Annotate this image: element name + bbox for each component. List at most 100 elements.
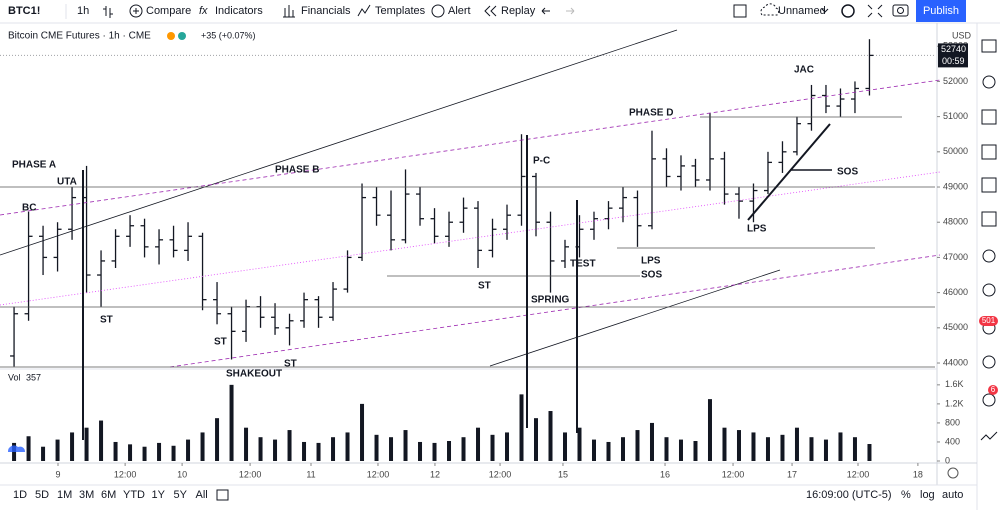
range-button[interactable]: 6M (101, 489, 116, 501)
volume-bar (229, 384, 234, 461)
compare-plus (133, 8, 139, 14)
range-button[interactable]: All (196, 489, 208, 501)
volume-bar (128, 444, 133, 461)
range-button[interactable]: 1D (13, 489, 27, 501)
watchlist-icon[interactable] (981, 39, 997, 53)
undo[interactable] (541, 7, 550, 15)
scale-option[interactable]: % (901, 489, 911, 501)
scale-options: % log auto (901, 489, 963, 501)
alerts-icon[interactable] (982, 75, 996, 89)
x-tick-label: 9 (55, 469, 60, 479)
streams-icon[interactable] (982, 249, 996, 263)
range-button[interactable]: 1M (57, 489, 72, 501)
x-tick-label: 12:00 (114, 469, 137, 479)
y-tick-label: 49000 (943, 181, 968, 191)
bar-style-icon[interactable] (103, 6, 113, 18)
volume-bar (693, 441, 698, 461)
financials-button[interactable]: Financials (301, 5, 351, 17)
ideas-icon[interactable] (981, 211, 997, 227)
publish-button[interactable] (916, 0, 966, 22)
news-icon[interactable] (981, 144, 997, 160)
compare-icon[interactable] (129, 4, 143, 18)
volume-bar (403, 430, 408, 461)
x-tick-label: 16 (660, 469, 670, 479)
lps-line (747, 123, 831, 221)
replay-icon (484, 5, 497, 17)
redo[interactable] (566, 7, 575, 15)
data-window-icon[interactable] (981, 109, 997, 125)
wyckoff-label: BC (22, 203, 36, 214)
fullscreen-icon[interactable] (867, 4, 883, 18)
last-price: 52740 (941, 44, 966, 54)
volume-tick-label: 1.6K (945, 379, 964, 389)
volume-bar (838, 432, 843, 461)
wyckoff-label: LPS (641, 256, 661, 267)
symbol[interactable]: BTC1! (8, 5, 40, 17)
volume-bar (171, 445, 176, 461)
cloud-icon (760, 3, 780, 16)
wyckoff-label: PHASE A (12, 160, 56, 171)
volume-bar (867, 444, 872, 461)
drawings (0, 29, 941, 440)
volume-bar (823, 439, 828, 461)
volume-bar (751, 432, 756, 461)
volume-bar (620, 437, 625, 461)
volume-bar (447, 441, 452, 461)
volume-bar (287, 430, 292, 461)
y-tick-label: 44000 (943, 357, 968, 367)
axis-settings[interactable] (947, 467, 959, 479)
volume-bar (722, 427, 727, 461)
scale-option[interactable]: log (920, 489, 935, 501)
badge-count: 501 (982, 316, 996, 325)
notifications-icon[interactable] (982, 393, 996, 407)
volume-last: 357 (26, 372, 41, 382)
volume-bar (649, 422, 654, 461)
checkbox[interactable] (733, 4, 747, 18)
range-button[interactable]: 5Y (174, 489, 188, 501)
range-button[interactable]: 5D (35, 489, 49, 501)
y-tick-label: 45000 (943, 322, 968, 332)
snapshot-icon[interactable] (892, 4, 909, 17)
volume-bar (84, 427, 89, 461)
dropdown[interactable] (821, 8, 829, 13)
scale-option[interactable]: auto (942, 489, 963, 501)
volume-bar (113, 441, 118, 461)
calendar-icon[interactable] (981, 177, 997, 193)
logo (7, 445, 26, 452)
volume-bar (461, 437, 466, 461)
replay-button[interactable]: Replay (501, 5, 536, 17)
alert-icon (431, 4, 445, 18)
indicators-button[interactable]: Indicators (215, 5, 263, 17)
templates-icon (357, 4, 371, 17)
broadcast-icon[interactable] (982, 355, 996, 369)
chat-icon[interactable] (982, 283, 996, 297)
range-button[interactable]: 3M (79, 489, 94, 501)
volume-bar (186, 439, 191, 461)
trend-icon[interactable] (980, 431, 998, 441)
wyckoff-label: SHAKEOUT (226, 369, 282, 380)
wyckoff-label: ST (100, 315, 113, 326)
volume-bar (765, 437, 770, 461)
volume-bar (215, 418, 220, 461)
volume-label: Vol (8, 372, 21, 382)
volume-bar (591, 439, 596, 461)
volume-bar (794, 427, 799, 461)
currency: USD (952, 30, 972, 40)
volume-bar (345, 432, 350, 461)
volume-bar (476, 427, 481, 461)
date-range-icon[interactable] (216, 489, 229, 501)
countdown: 00:59 (942, 56, 965, 66)
layout-name[interactable]: Unnamed (778, 5, 826, 17)
settings-icon[interactable] (841, 4, 855, 18)
volume-bar (418, 441, 423, 461)
templates-button[interactable]: Templates (375, 5, 426, 17)
range-button[interactable]: 1Y (152, 489, 166, 501)
range-button[interactable]: YTD (123, 489, 145, 501)
alert-button[interactable]: Alert (448, 5, 471, 17)
compare-button[interactable]: Compare (146, 5, 191, 17)
volume-bar (563, 432, 568, 461)
x-tick-label: 12:00 (722, 469, 745, 479)
y-tick-label: 48000 (943, 217, 968, 227)
volume-bar (548, 411, 553, 461)
interval[interactable]: 1h (77, 5, 89, 17)
